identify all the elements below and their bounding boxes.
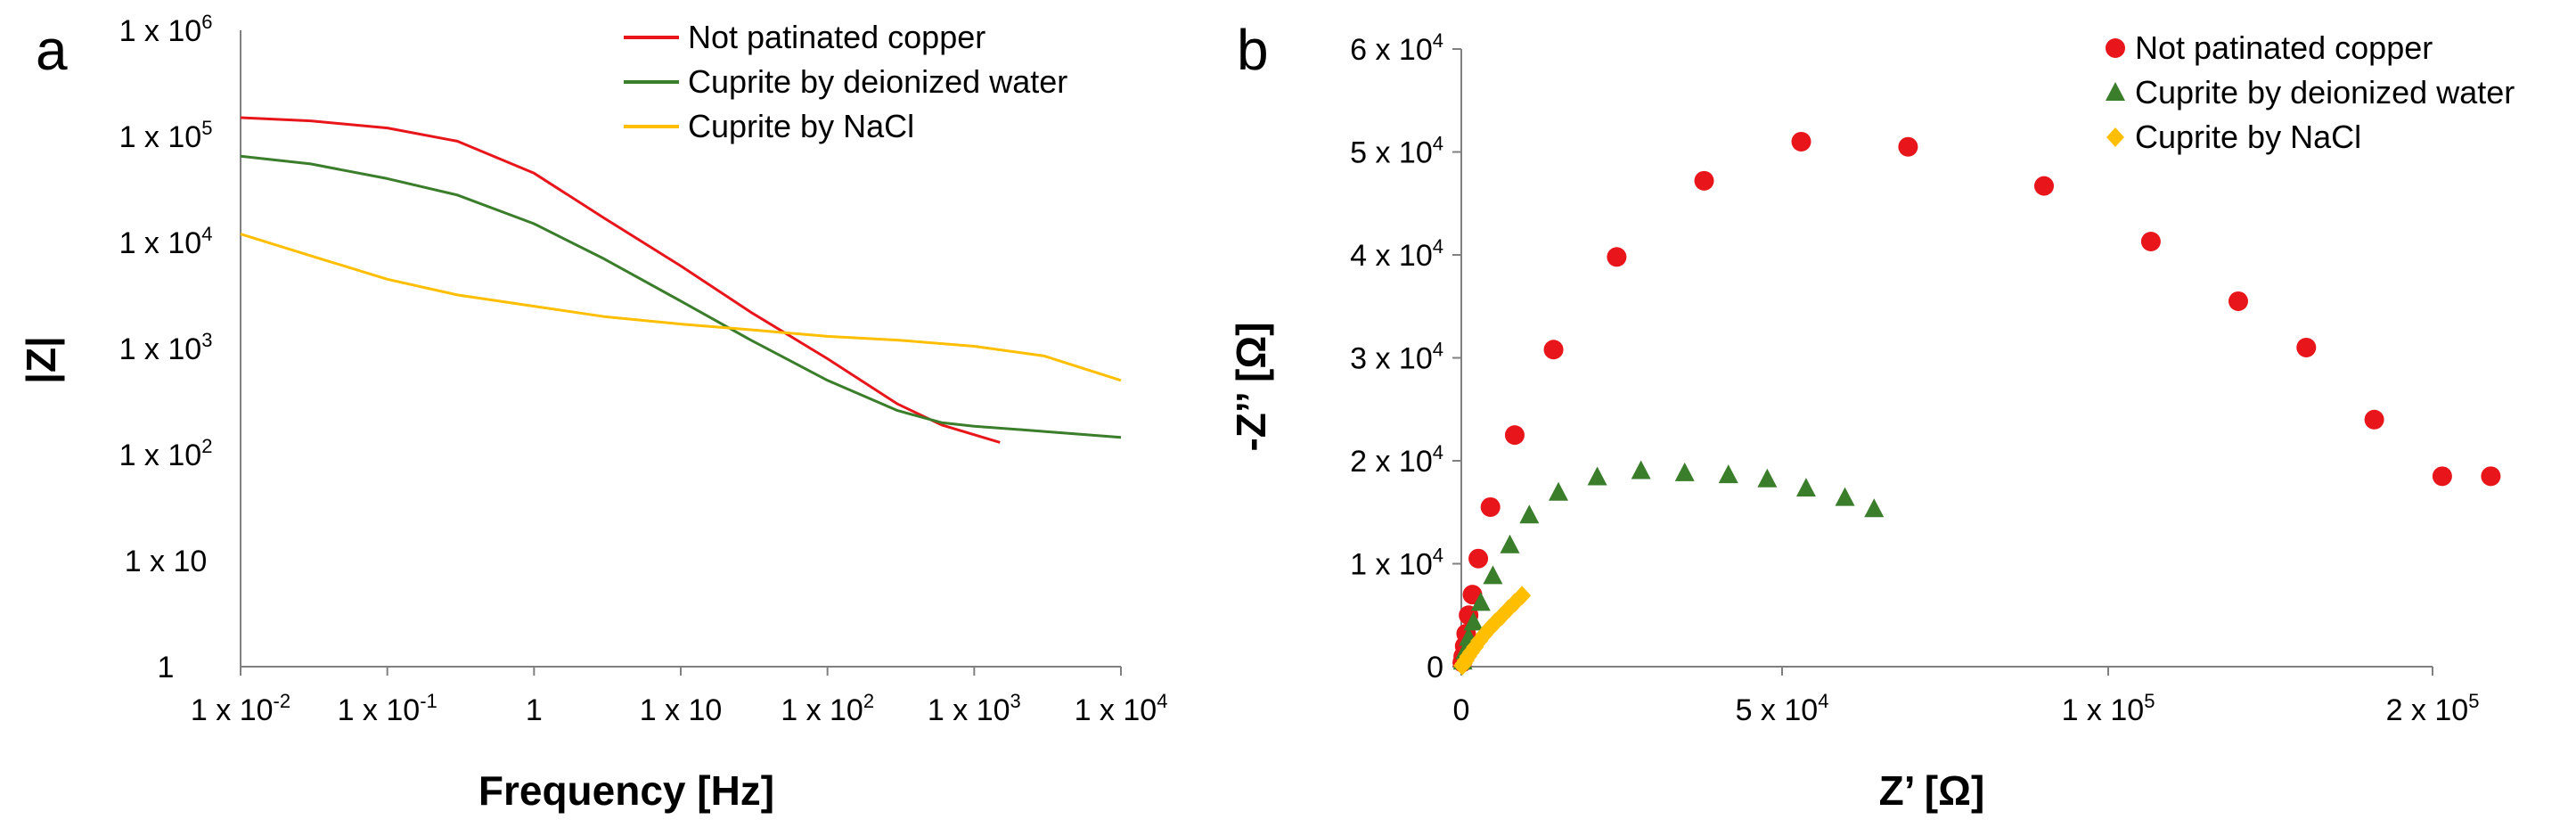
y-tick-label: 1 x 10 <box>125 545 208 578</box>
series-1 <box>1452 131 2501 673</box>
data-point <box>1791 131 1811 152</box>
data-point <box>1513 586 1532 606</box>
x-tick-label: 1 <box>526 693 543 727</box>
x-tick-label: 2 x 105 <box>2386 690 2480 727</box>
panel-b-y-axis-title: -Z’’ [Ω] <box>1228 322 1274 451</box>
data-point <box>1864 498 1885 518</box>
y-tick-label: 1 x 105 <box>119 117 213 154</box>
panel-a-y-ticks: 1 1 x 10 1 x 102 1 x 103 1 x 104 1 x 105 1 x 1… <box>119 11 213 684</box>
data-point <box>1543 340 1564 360</box>
legend-marker-3 <box>2106 127 2124 147</box>
data-point <box>2228 291 2248 311</box>
legend-marker-1 <box>2106 38 2125 58</box>
panel-a-legend: Not patinated copper Cuprite by deionized… <box>624 19 1067 144</box>
legend-label-1: Not patinated copper <box>688 19 985 55</box>
data-point <box>1757 468 1778 488</box>
panel-b-x-axis-title: Z’ [Ω] <box>1879 767 1985 814</box>
legend-label-2: Cuprite by deionized water <box>2135 74 2515 111</box>
data-point <box>1674 462 1695 481</box>
x-tick-label: 0 <box>1453 693 1470 727</box>
data-point <box>1463 611 1484 631</box>
series-2 <box>1452 460 1885 670</box>
y-tick-label: 1 x 102 <box>119 435 213 472</box>
data-point <box>1519 504 1540 524</box>
series-line-1 <box>240 116 1001 444</box>
panel-b-letter: b <box>1237 18 1269 82</box>
x-tick-label: 1 x 105 <box>2062 690 2155 727</box>
data-point <box>2432 466 2452 487</box>
y-tick-label: 0 <box>1427 651 1443 684</box>
panel-b-x-ticks: 0 5 x 104 1 x 105 2 x 105 <box>1453 667 2480 727</box>
data-point <box>1718 464 1738 484</box>
x-tick-label: 1 x 103 <box>928 690 1021 727</box>
series-3 <box>1453 586 1532 676</box>
legend-label-2: Cuprite by deionized water <box>688 63 1067 100</box>
data-point <box>1504 425 1525 446</box>
panel-a-x-ticks: 1 x 10-2 1 x 10-1 1 1 x 10 1 x 102 1 x 103 1 x… <box>191 667 1168 727</box>
data-point <box>1835 487 1855 506</box>
panel-a-y-axis-title: |Z| <box>18 336 64 384</box>
data-point <box>2140 231 2161 251</box>
y-tick-label: 6 x 104 <box>1350 29 1443 67</box>
data-point <box>1795 478 1816 497</box>
data-point <box>1587 466 1607 486</box>
data-point <box>1468 548 1489 569</box>
data-point <box>1898 136 1918 157</box>
legend-label-3: Cuprite by NaCl <box>2135 119 2361 155</box>
legend-marker-2 <box>2106 82 2125 101</box>
x-tick-label: 1 x 10-1 <box>338 690 438 727</box>
data-point <box>1483 565 1503 585</box>
panel-b-series <box>1452 131 2501 676</box>
data-point <box>1480 496 1501 517</box>
data-point <box>1549 481 1568 501</box>
x-tick-label: 1 x 10 <box>640 693 723 727</box>
x-tick-label: 1 x 10-2 <box>191 690 290 727</box>
data-point <box>2034 176 2054 196</box>
panel-a-series <box>240 116 1122 444</box>
y-tick-label: 3 x 104 <box>1350 339 1443 376</box>
data-point <box>1694 170 1714 191</box>
y-tick-label: 1 x 103 <box>119 329 213 366</box>
panel-a-letter: a <box>36 18 68 82</box>
x-tick-label: 5 x 104 <box>1736 690 1829 727</box>
legend-label-3: Cuprite by NaCl <box>688 108 914 144</box>
y-tick-label: 1 x 104 <box>1350 545 1443 582</box>
x-tick-label: 1 x 104 <box>1075 690 1168 727</box>
panel-a-x-axis-title: Frequency [Hz] <box>478 767 774 814</box>
data-point <box>1607 247 1627 267</box>
y-tick-label: 1 <box>158 651 175 684</box>
data-point <box>2481 466 2501 487</box>
y-tick-label: 4 x 104 <box>1350 235 1443 273</box>
data-point <box>1631 460 1651 479</box>
x-tick-label: 1 x 102 <box>781 690 874 727</box>
panel-b-y-ticks: 0 1 x 104 2 x 104 3 x 104 4 x 104 5 x 104 6 x … <box>1350 29 1461 684</box>
y-tick-label: 1 x 104 <box>119 223 213 260</box>
data-point <box>1500 534 1520 553</box>
data-point <box>2296 337 2317 357</box>
data-point <box>2364 409 2384 430</box>
y-tick-label: 5 x 104 <box>1350 133 1443 170</box>
y-tick-label: 2 x 104 <box>1350 441 1443 479</box>
data-point <box>1470 592 1491 611</box>
panel-b: b 0 5 x 104 1 x 105 2 x 105 0 1 x 104 2 x 104… <box>1228 18 2515 814</box>
panel-b-legend: Not patinated copper Cuprite by deionized… <box>2106 29 2515 155</box>
panel-a: a 1 x 10-2 1 x 10-1 1 1 x 10 1 x 102 1 x 103 1… <box>18 11 1167 814</box>
y-tick-label: 1 x 106 <box>119 11 213 48</box>
series-line-2 <box>240 154 1122 439</box>
series-line-3 <box>240 233 1122 382</box>
legend-label-1: Not patinated copper <box>2135 29 2433 66</box>
